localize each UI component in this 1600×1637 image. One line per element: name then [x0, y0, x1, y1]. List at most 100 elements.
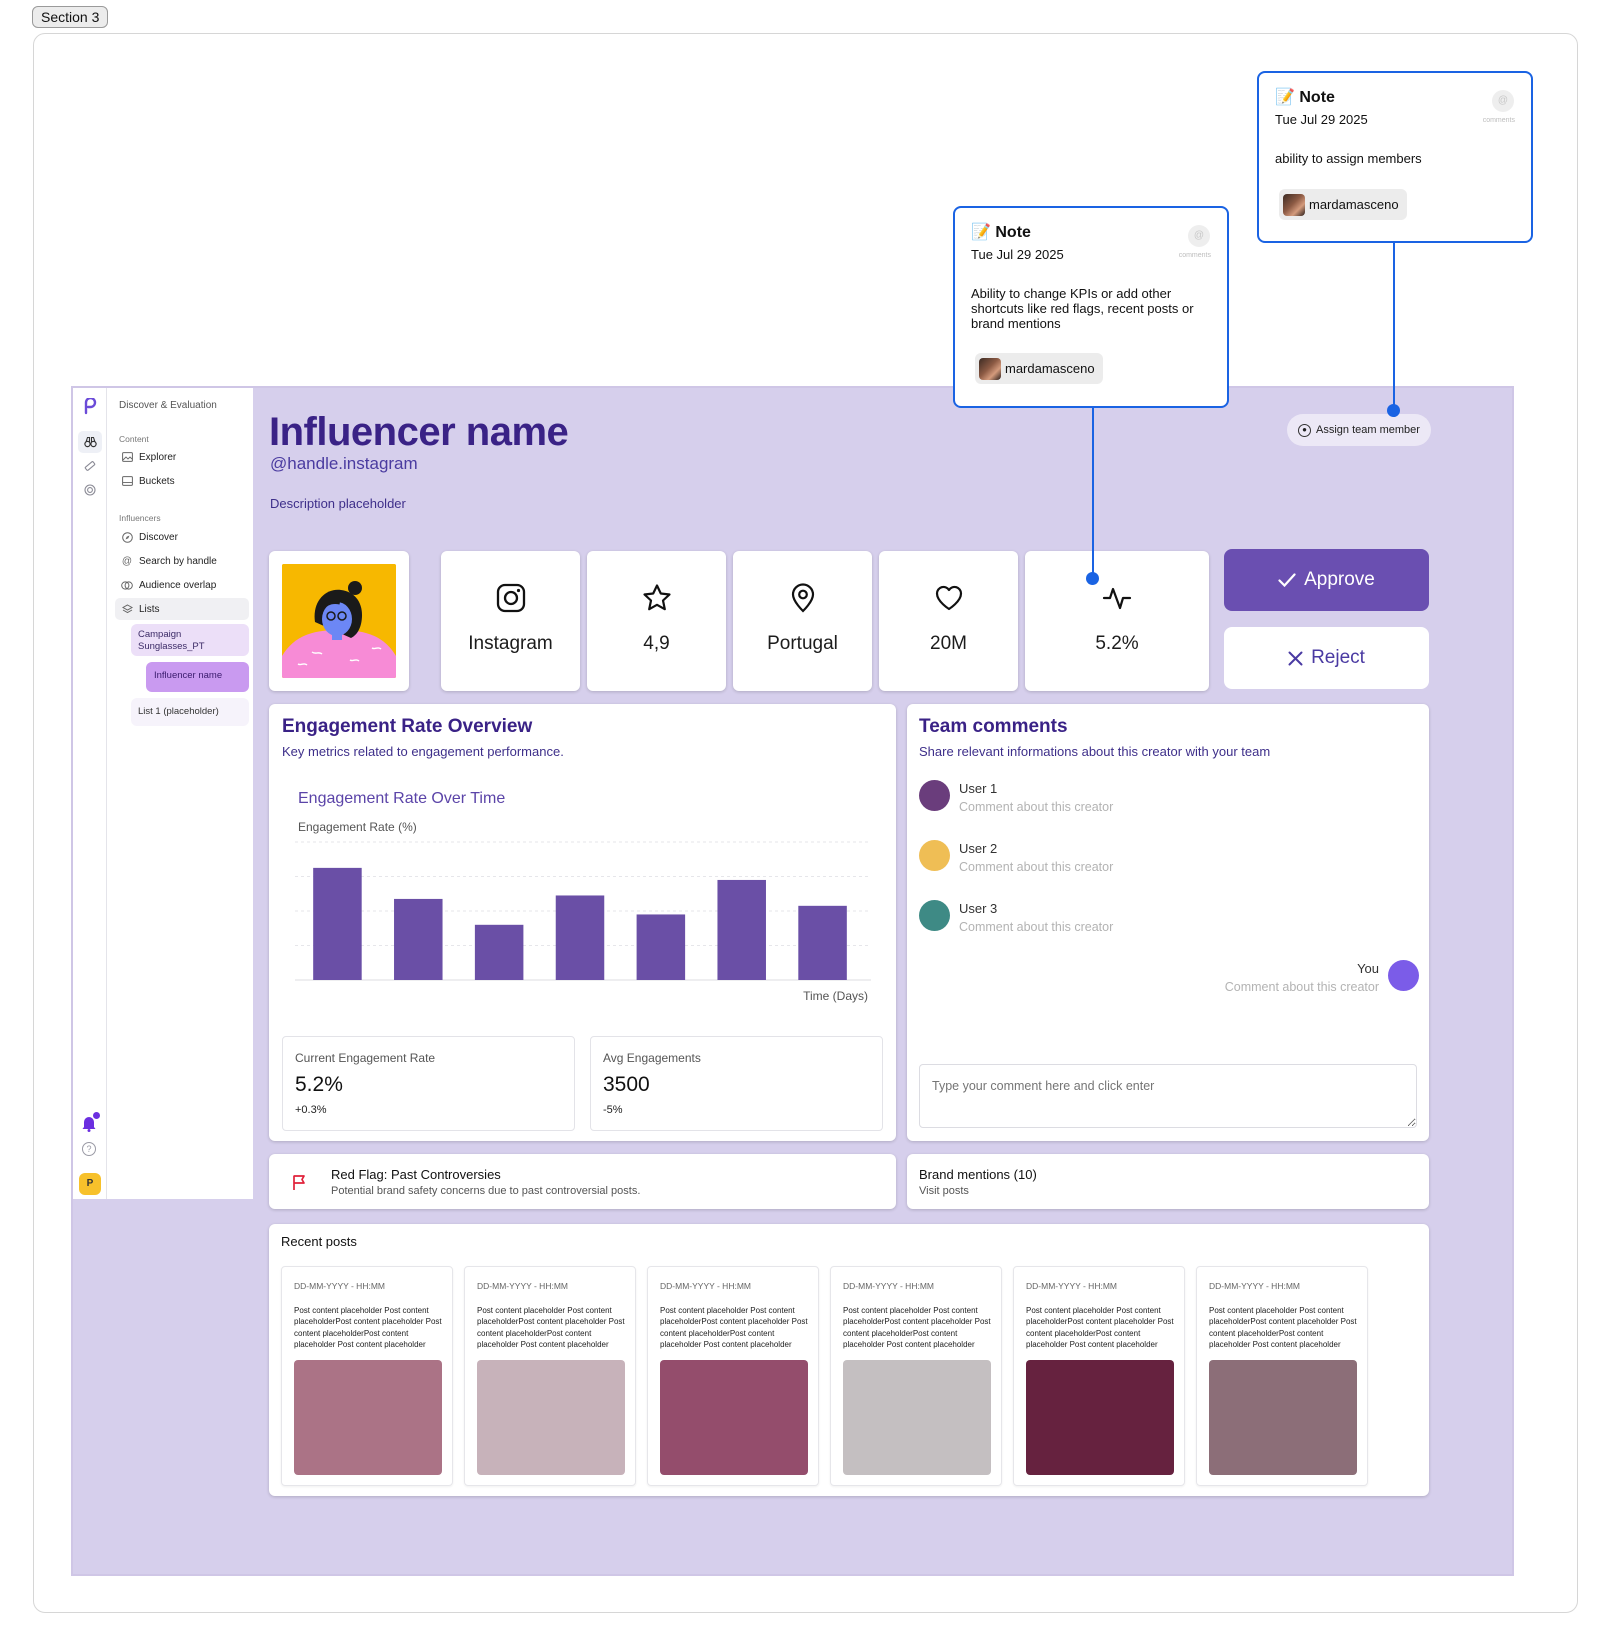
icon-rail: ? P [73, 388, 107, 1199]
reject-button[interactable]: Reject [1224, 627, 1429, 689]
chart-bar-2[interactable] [394, 898, 443, 980]
post-card[interactable]: DD-MM-YYYY - HH:MM Post content placehol… [647, 1266, 819, 1486]
kpi-value: Instagram [468, 633, 553, 654]
team-comments-title: Team comments [919, 716, 1068, 737]
chart-bar-4[interactable] [555, 895, 605, 980]
sidebar-item-label: Search by handle [139, 555, 217, 567]
metric-value: 5.2% [295, 1073, 343, 1096]
kpi-value: 5.2% [1095, 633, 1139, 654]
sidebar-item-audience-overlap[interactable]: Audience overlap [115, 574, 249, 596]
note-comments-label: comments [1178, 252, 1211, 259]
note-title-text: Note [995, 224, 1031, 241]
chart-bar-3[interactable] [474, 924, 524, 980]
post-date: DD-MM-YYYY - HH:MM [294, 1281, 385, 1291]
overlap-icon [121, 579, 133, 591]
metric-delta: +0.3% [295, 1104, 327, 1116]
layers-icon [121, 603, 133, 615]
note-assign-members[interactable]: 📝 Note Tue Jul 29 2025 @ comments abilit… [1257, 71, 1533, 243]
help-icon[interactable]: ? [82, 1142, 96, 1156]
comment-item: User 2 Comment about this creator [919, 836, 1319, 876]
chart-bar-1[interactable] [313, 867, 362, 980]
post-card[interactable]: DD-MM-YYYY - HH:MM Post content placehol… [1196, 1266, 1368, 1486]
metric-delta: -5% [603, 1104, 623, 1116]
comment-input[interactable] [919, 1064, 1417, 1128]
chart-bar-6[interactable] [717, 879, 766, 980]
post-date: DD-MM-YYYY - HH:MM [1209, 1281, 1300, 1291]
ruler-icon[interactable] [78, 455, 102, 477]
heart-icon [879, 583, 1018, 613]
chart-bar-5[interactable] [636, 914, 686, 980]
at-sign-icon: @ [121, 555, 133, 567]
approve-button[interactable]: Approve [1224, 549, 1429, 611]
comment-item-own: You Comment about this creator [1207, 956, 1419, 996]
post-text: Post content placeholder Post content pl… [843, 1306, 991, 1349]
note-author-name: mardamasceno [1005, 361, 1095, 376]
comment-text: Comment about this creator [959, 920, 1114, 934]
kpi-value: 20M [930, 633, 967, 654]
target-icon[interactable] [78, 479, 102, 501]
note-title: 📝 Note [1275, 87, 1335, 107]
sidebar-item-lists[interactable]: Lists [115, 598, 249, 620]
comment-item: User 1 Comment about this creator [919, 776, 1319, 816]
compass-icon [121, 531, 133, 543]
assign-team-member-button[interactable]: ● Assign team member [1287, 414, 1431, 446]
comment-text: Comment about this creator [959, 860, 1114, 874]
post-card[interactable]: DD-MM-YYYY - HH:MM Post content placehol… [1013, 1266, 1185, 1486]
avatar [1388, 960, 1419, 991]
profile-avatar-card [269, 551, 409, 691]
note-title: 📝 Note [971, 222, 1031, 242]
sidebar-sub-influencer[interactable]: Influencer name [146, 662, 249, 692]
metric-card-current-rate: Current Engagement Rate 5.2% +0.3% [282, 1036, 575, 1131]
visit-posts-link[interactable]: Visit posts [919, 1185, 969, 1197]
group-label-influencers: Influencers [119, 513, 161, 523]
team-comments-subtitle: Share relevant informations about this c… [919, 744, 1271, 759]
post-card[interactable]: DD-MM-YYYY - HH:MM Post content placehol… [464, 1266, 636, 1486]
sidebar-sub-list1[interactable]: List 1 (placeholder) [131, 698, 249, 726]
brand-logo-icon[interactable] [81, 396, 99, 416]
binoculars-icon[interactable] [78, 431, 102, 453]
post-date: DD-MM-YYYY - HH:MM [477, 1281, 568, 1291]
note-author-name: mardamasceno [1309, 197, 1399, 212]
post-image [660, 1360, 808, 1475]
post-image [843, 1360, 991, 1475]
chart-y-label: Engagement Rate (%) [298, 820, 417, 834]
note-connector-kpis [1092, 406, 1094, 580]
team-comments-panel: Team comments Share relevant information… [907, 704, 1429, 1141]
sidebar-item-buckets[interactable]: Buckets [115, 470, 249, 492]
close-icon [1288, 651, 1303, 666]
brand-mentions-card[interactable]: Brand mentions (10) Visit posts [907, 1154, 1429, 1209]
note-kpi-shortcuts[interactable]: 📝 Note Tue Jul 29 2025 @ comments Abilit… [953, 206, 1229, 408]
profile-avatar[interactable]: P [79, 1173, 101, 1195]
section-label: Section 3 [32, 6, 109, 28]
notification-bell-icon[interactable] [81, 1114, 99, 1132]
sidebar-item-discover[interactable]: Discover [115, 526, 249, 548]
kpi-card-location: Portugal [733, 551, 872, 691]
post-text: Post content placeholder Post content pl… [294, 1306, 442, 1349]
avatar [1283, 193, 1305, 216]
sidebar-item-label: Audience overlap [139, 579, 217, 591]
note-title-text: Note [1299, 89, 1335, 106]
sidebar-item-explorer[interactable]: Explorer [115, 446, 249, 468]
red-flag-card[interactable]: Red Flag: Past Controversies Potential b… [269, 1154, 896, 1209]
note-date: Tue Jul 29 2025 [971, 247, 1064, 262]
chart-bar-7[interactable] [798, 905, 847, 980]
comment-bubble-icon[interactable]: @ [1188, 225, 1210, 247]
post-card[interactable]: DD-MM-YYYY - HH:MM Post content placehol… [830, 1266, 1002, 1486]
instagram-icon [441, 583, 580, 613]
post-image [1026, 1360, 1174, 1475]
recent-posts-title: Recent posts [281, 1234, 357, 1249]
sidebar-item-search-by-handle[interactable]: @ Search by handle [115, 550, 249, 572]
note-author[interactable]: mardamasceno [975, 353, 1103, 384]
engagement-title: Engagement Rate Overview [282, 716, 533, 737]
engagement-panel: Engagement Rate Overview Key metrics rel… [269, 704, 896, 1141]
sidebar-sub-campaign[interactable]: Campaign Sunglasses_PT [131, 624, 249, 656]
post-card[interactable]: DD-MM-YYYY - HH:MM Post content placehol… [281, 1266, 453, 1486]
comment-user: User 1 [959, 781, 998, 796]
group-label-content: Content [119, 434, 149, 444]
engagement-bar-chart [295, 841, 871, 981]
kpi-card-rating: 4,9 [587, 551, 726, 691]
note-author[interactable]: mardamasceno [1279, 189, 1407, 220]
reject-label: Reject [1311, 647, 1365, 668]
post-text: Post content placeholder Post content pl… [477, 1306, 625, 1349]
comment-bubble-icon[interactable]: @ [1492, 90, 1514, 112]
